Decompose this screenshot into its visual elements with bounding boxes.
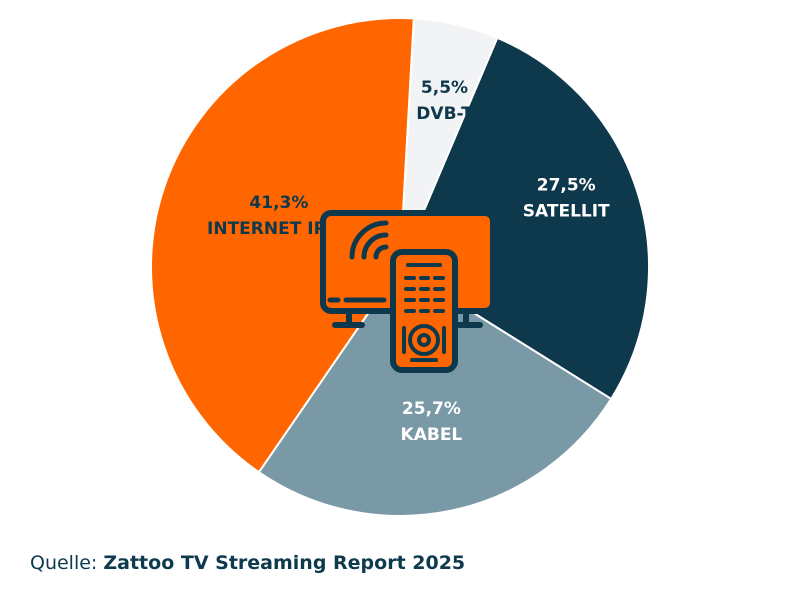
slice-value-label: 25,7%: [402, 399, 461, 419]
pie-slice-kabel: [257, 265, 613, 517]
slice-label-group: 41,3% INTERNET IPTV: [207, 193, 352, 239]
pie-slice-satellit: [398, 36, 650, 401]
slice-label-group: 25,7% KABEL: [401, 399, 463, 445]
pie-slice-dvb-t: [399, 17, 499, 268]
source-title: Zattoo TV Streaming Report 2025: [103, 552, 466, 574]
slice-value-label: 5,5%: [421, 78, 468, 98]
slice-name-label: INTERNET IPTV: [207, 219, 352, 239]
source-caption: Quelle: Zattoo TV Streaming Report 2025: [30, 552, 465, 574]
slice-value-label: 27,5%: [537, 176, 596, 196]
slice-label-group: 27,5% SATELLIT: [523, 176, 610, 222]
pie-slices: [150, 17, 650, 517]
source-prefix: Quelle:: [30, 552, 104, 574]
slice-name-label: KABEL: [401, 425, 463, 445]
slice-label-group: 5,5% DVB-T: [416, 78, 473, 124]
slice-name-label: DVB-T: [416, 104, 473, 124]
slice-value-label: 41,3%: [249, 193, 308, 213]
slice-name-label: SATELLIT: [523, 202, 610, 222]
pie-labels: 27,5% SATELLIT 25,7% KABEL 41,3% INTERNET IPT…: [207, 78, 610, 445]
pie-slice-internet-iptv: [150, 17, 415, 474]
tv-with-remote-icon: [320, 210, 496, 373]
